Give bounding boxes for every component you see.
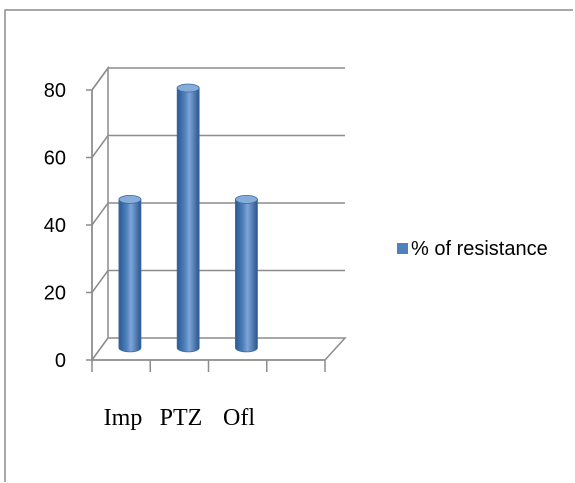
y-tick-label: 0 [55,350,66,372]
bar-top-ptz [176,83,200,93]
gridline [91,134,345,158]
x-tick-label: Ofl [223,405,255,431]
gridline [91,67,345,91]
gridline [91,202,345,226]
y-tick-label: 60 [44,148,66,170]
bar-top-ofl [235,194,258,204]
y-tick-label: 80 [44,80,66,102]
y-tick-label: 40 [44,215,66,237]
bar-ptz [176,87,200,353]
gridline [91,269,345,293]
legend-label: % of resistance [411,238,548,260]
bar-ofl [235,199,258,353]
bar-imp [118,199,142,353]
x-tick-label: Imp [104,405,143,431]
bar-top-imp [118,194,142,204]
y-tick-label: 20 [44,283,66,305]
legend-swatch [397,243,408,254]
x-tick-label: PTZ [160,405,203,431]
chart-border [4,9,573,482]
